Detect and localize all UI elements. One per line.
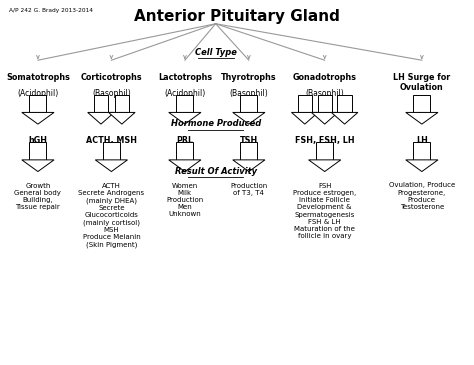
Polygon shape	[311, 112, 338, 124]
Polygon shape	[29, 142, 46, 160]
Polygon shape	[240, 142, 257, 160]
Text: FSH, FSH, LH: FSH, FSH, LH	[295, 136, 355, 145]
Polygon shape	[109, 112, 135, 124]
Polygon shape	[88, 112, 114, 124]
Text: (Basophil): (Basophil)	[229, 89, 268, 99]
Text: Ovulation, Produce
Progesterone,
Produce
Testosterone: Ovulation, Produce Progesterone, Produce…	[389, 182, 455, 210]
Text: LH Surge for
Ovulation: LH Surge for Ovulation	[393, 73, 450, 92]
Text: (Acidophil): (Acidophil)	[17, 89, 59, 99]
Text: Cell Type: Cell Type	[195, 47, 237, 57]
Polygon shape	[95, 160, 128, 172]
Text: LH: LH	[416, 136, 428, 145]
Polygon shape	[413, 95, 430, 112]
Polygon shape	[233, 160, 265, 172]
Polygon shape	[29, 95, 46, 112]
Polygon shape	[337, 95, 352, 112]
Text: Lactotrophs: Lactotrophs	[158, 73, 212, 82]
Polygon shape	[233, 112, 265, 124]
Polygon shape	[413, 142, 430, 160]
Text: Women
Milk
Production
Men
Unknown: Women Milk Production Men Unknown	[166, 182, 203, 218]
Text: ACTH, MSH: ACTH, MSH	[86, 136, 137, 145]
Text: Result Of Activity: Result Of Activity	[174, 167, 257, 176]
Polygon shape	[176, 142, 193, 160]
Polygon shape	[103, 142, 120, 160]
Text: PRL: PRL	[176, 136, 193, 145]
Polygon shape	[22, 112, 54, 124]
Polygon shape	[292, 112, 318, 124]
Text: hGH: hGH	[28, 136, 47, 145]
Polygon shape	[94, 95, 108, 112]
Polygon shape	[318, 95, 332, 112]
Polygon shape	[316, 142, 333, 160]
Text: (Acidophil): (Acidophil)	[164, 89, 206, 99]
Text: Somatotrophs: Somatotrophs	[6, 73, 70, 82]
Text: ACTH
Secrete Androgens
(mainly DHEA)
Secrete
Glucocorticoids
(mainly cortisol)
M: ACTH Secrete Androgens (mainly DHEA) Sec…	[78, 182, 145, 248]
Polygon shape	[115, 95, 129, 112]
Polygon shape	[22, 160, 54, 172]
Polygon shape	[331, 112, 358, 124]
Polygon shape	[176, 95, 193, 112]
Text: Anterior Pituitary Gland: Anterior Pituitary Gland	[134, 9, 340, 24]
Polygon shape	[240, 95, 257, 112]
Text: Thyrotrophs: Thyrotrophs	[221, 73, 277, 82]
Text: Corticotrophs: Corticotrophs	[81, 73, 142, 82]
Polygon shape	[169, 160, 201, 172]
Polygon shape	[406, 112, 438, 124]
Text: (Basophil): (Basophil)	[305, 89, 344, 99]
Text: FSH
Produce estrogen,
Initiate Follicle
Development &
Spermatogenesis
FSH & LH
M: FSH Produce estrogen, Initiate Follicle …	[293, 182, 356, 239]
Text: A/P 242 G. Brady 2013-2014: A/P 242 G. Brady 2013-2014	[9, 8, 93, 13]
Text: Hormone Produced: Hormone Produced	[171, 119, 261, 128]
Polygon shape	[406, 160, 438, 172]
Text: (Basophil): (Basophil)	[92, 89, 131, 99]
Text: Gonadotrophs: Gonadotrophs	[292, 73, 357, 82]
Text: Production
of T3, T4: Production of T3, T4	[230, 182, 267, 196]
Polygon shape	[169, 112, 201, 124]
Polygon shape	[298, 95, 312, 112]
Polygon shape	[309, 160, 341, 172]
Text: Growth
General body
Building,
Tissue repair: Growth General body Building, Tissue rep…	[15, 182, 61, 210]
Text: TSH: TSH	[240, 136, 258, 145]
